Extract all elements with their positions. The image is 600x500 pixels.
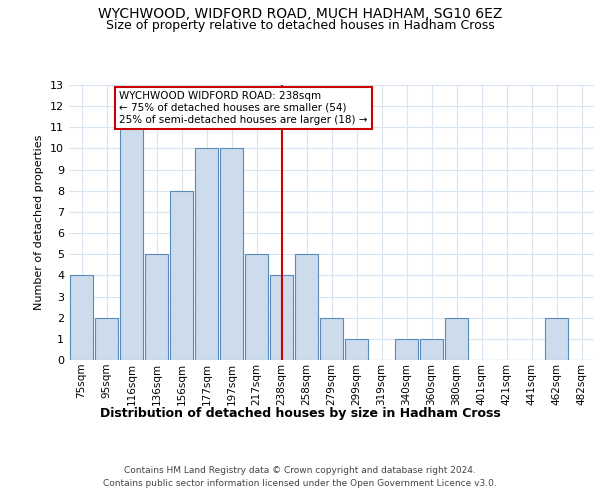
Bar	[445, 318, 468, 360]
Bar	[345, 339, 368, 360]
Text: WYCHWOOD, WIDFORD ROAD, MUCH HADHAM, SG10 6EZ: WYCHWOOD, WIDFORD ROAD, MUCH HADHAM, SG1…	[98, 8, 502, 22]
Bar	[220, 148, 243, 360]
Bar	[295, 254, 318, 360]
Bar	[420, 339, 443, 360]
Bar	[120, 128, 143, 360]
Bar	[395, 339, 418, 360]
Bar	[170, 191, 193, 360]
Y-axis label: Number of detached properties: Number of detached properties	[34, 135, 44, 310]
Text: Size of property relative to detached houses in Hadham Cross: Size of property relative to detached ho…	[106, 18, 494, 32]
Bar	[545, 318, 568, 360]
Bar	[195, 148, 218, 360]
Bar	[245, 254, 268, 360]
Bar	[320, 318, 343, 360]
Text: WYCHWOOD WIDFORD ROAD: 238sqm
← 75% of detached houses are smaller (54)
25% of s: WYCHWOOD WIDFORD ROAD: 238sqm ← 75% of d…	[119, 92, 367, 124]
Text: Contains public sector information licensed under the Open Government Licence v3: Contains public sector information licen…	[103, 479, 497, 488]
Bar	[70, 276, 93, 360]
Bar	[270, 276, 293, 360]
Bar	[145, 254, 168, 360]
Bar	[95, 318, 118, 360]
Text: Contains HM Land Registry data © Crown copyright and database right 2024.: Contains HM Land Registry data © Crown c…	[124, 466, 476, 475]
Text: Distribution of detached houses by size in Hadham Cross: Distribution of detached houses by size …	[100, 408, 500, 420]
